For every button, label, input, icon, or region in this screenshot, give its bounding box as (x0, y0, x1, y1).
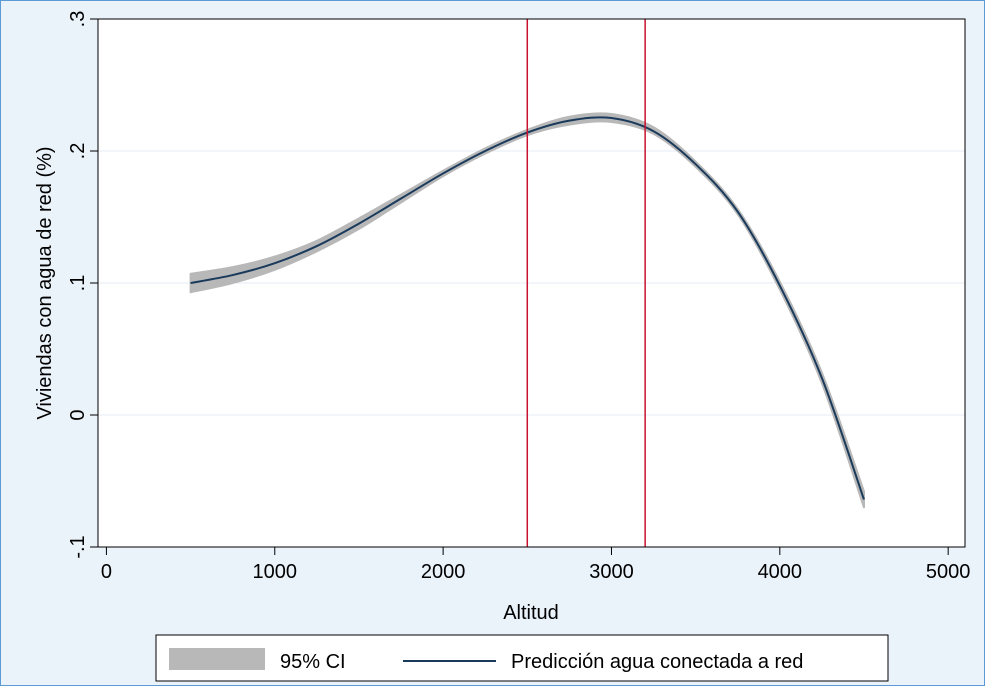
x-axis-label: Altitud (503, 602, 559, 624)
legend-line-label: Predicción agua conectada a red (511, 651, 803, 673)
y-tick-label: .1 (67, 275, 89, 292)
y-tick-label: .2 (67, 143, 89, 160)
legend-box (155, 634, 889, 682)
x-tick-label: 2000 (421, 561, 466, 583)
y-tick-label: 0 (67, 409, 89, 420)
x-tick-label: 1000 (253, 561, 298, 583)
axis-layer: 0 1000 2000 3000 4000 5000 -.1 0 .1 .2 .3 (67, 11, 970, 583)
legend: 95% CI Predicción agua conectada a red (155, 634, 889, 682)
x-tick-label: 0 (101, 561, 112, 583)
line-layer (190, 116, 865, 500)
x-tick-label: 3000 (589, 561, 634, 583)
vline-layer (526, 19, 646, 547)
y-axis-label: Viviendas con agua de red (%) (34, 146, 56, 419)
x-tick-label: 4000 (758, 561, 803, 583)
x-tick-label: 5000 (926, 561, 971, 583)
y-tick-label: -.1 (67, 535, 89, 558)
legend-ci-label: 95% CI (280, 651, 346, 673)
ci-layer (189, 112, 865, 509)
y-tick-label: .3 (67, 11, 89, 28)
legend-ci-swatch (169, 648, 265, 670)
ci-band (189, 112, 865, 509)
prediction-line (190, 116, 865, 500)
